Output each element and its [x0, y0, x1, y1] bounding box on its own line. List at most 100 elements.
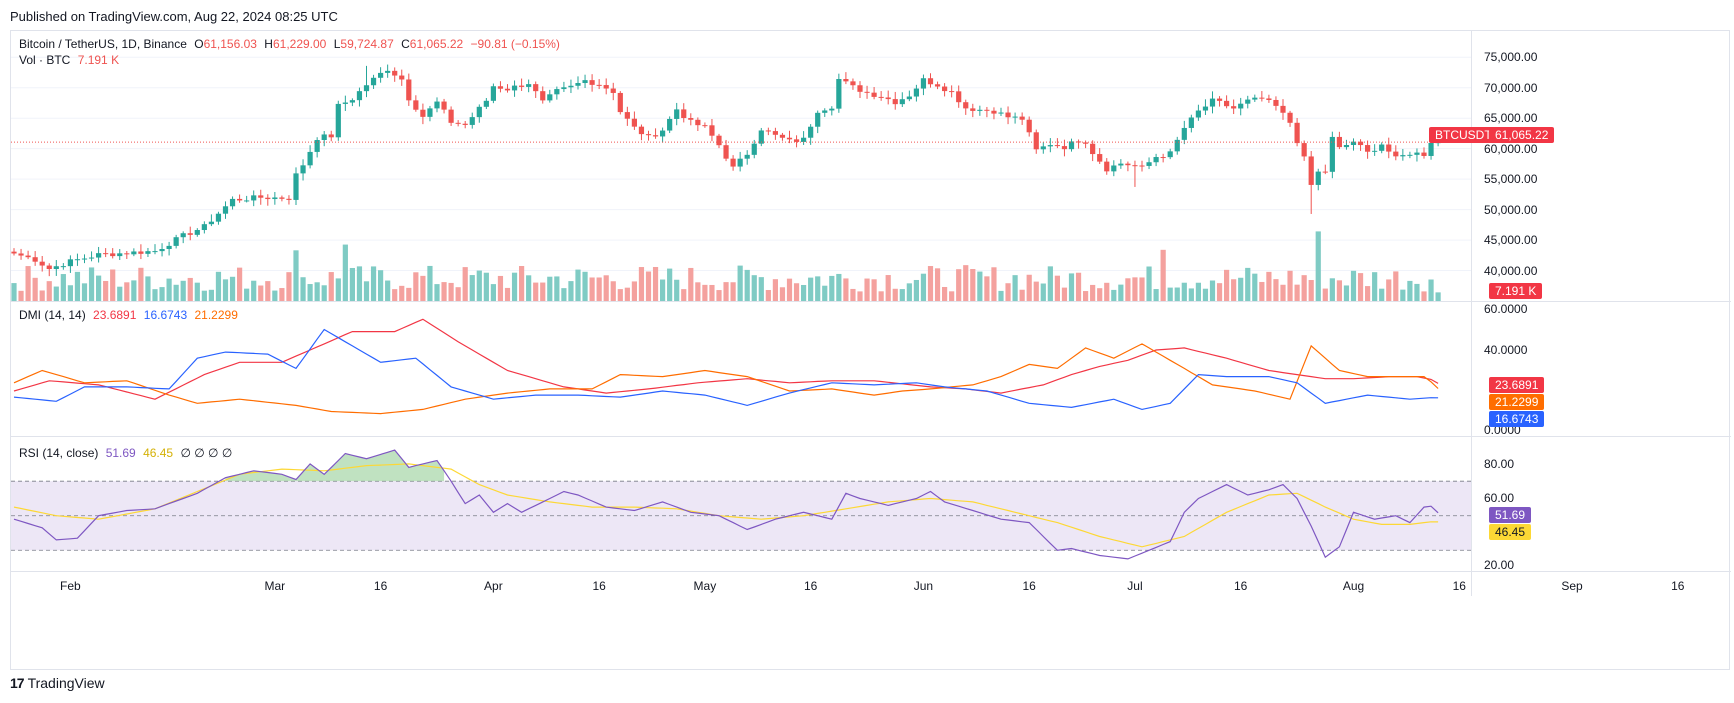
footer[interactable]: 17 TradingView — [10, 675, 105, 691]
volume-bar — [1407, 280, 1413, 301]
volume-bar — [300, 277, 306, 301]
volume-legend: Vol · BTC 7.191 K — [19, 53, 123, 67]
volume-bar — [927, 266, 934, 301]
candle-body — [730, 158, 736, 167]
candle-body — [1195, 110, 1201, 118]
volume-tag: 7.191 K — [1489, 283, 1543, 299]
candle-body — [1068, 141, 1075, 150]
candle-body — [173, 237, 179, 246]
volume-bar — [716, 290, 722, 301]
volume-bar — [1068, 273, 1075, 301]
candle-body — [638, 126, 645, 135]
candle-body — [1125, 163, 1131, 166]
candle-body — [829, 108, 835, 111]
volume-bar — [18, 290, 24, 301]
volume-bar — [215, 271, 222, 301]
candle-body — [631, 118, 637, 127]
candle-body — [568, 85, 574, 88]
chart-canvas[interactable] — [11, 31, 1731, 671]
volume-bar — [744, 269, 750, 301]
volume-bar — [596, 277, 602, 301]
volume-bar — [920, 273, 927, 301]
candle-body — [392, 70, 398, 76]
candle-body — [843, 79, 849, 82]
candle-body — [1357, 141, 1364, 146]
candle-body — [469, 117, 475, 125]
candle-body — [1301, 143, 1307, 157]
volume-bar — [1315, 231, 1321, 301]
price-tick: 75,000.00 — [1484, 50, 1538, 65]
dmi-label[interactable]: DMI (14, 14) — [19, 308, 86, 322]
time-tick: May — [693, 579, 717, 593]
dmi-legend: DMI (14, 14) 23.6891 16.6743 21.2299 — [19, 308, 242, 322]
volume-bar — [779, 287, 786, 301]
volume-bar — [540, 282, 546, 301]
candle-body — [1216, 98, 1223, 101]
candle-body — [864, 91, 870, 93]
rsi-ma-line — [13, 463, 1439, 548]
volume-bar — [963, 265, 969, 301]
volume-bar — [1061, 287, 1068, 301]
dmi-minus-tag: 16.6743 — [1489, 411, 1545, 427]
volume-bar — [1329, 278, 1335, 301]
candle-body — [1428, 143, 1434, 156]
volume-bar — [272, 290, 278, 301]
rsi-ma-tag: 46.45 — [1489, 524, 1532, 540]
volume-bar — [1188, 288, 1194, 301]
volume-bar — [554, 276, 560, 301]
volume-bar — [1273, 279, 1279, 301]
candle-body — [201, 224, 207, 231]
volume-bar — [420, 275, 426, 301]
candle-body — [667, 118, 673, 131]
volume-bar — [1118, 284, 1124, 301]
volume-bar — [1343, 285, 1350, 301]
candle-body — [265, 197, 271, 200]
candle-body — [1238, 103, 1244, 109]
volume-bar — [434, 284, 440, 301]
volume-bar — [1026, 274, 1032, 301]
chart-frame[interactable]: Bitcoin / TetherUS, 1D, Binance O61,156.… — [10, 30, 1731, 671]
candle-body — [1414, 152, 1420, 155]
volume-bar — [843, 278, 849, 301]
candle-body — [709, 125, 715, 136]
volume-bar — [399, 285, 405, 301]
candle-body — [1153, 157, 1159, 163]
candle-body — [554, 89, 560, 95]
volume-bar — [793, 283, 800, 301]
volume-bar — [1097, 288, 1103, 301]
change-value: −90.81 (−0.15%) — [470, 37, 560, 51]
volume-bar — [342, 244, 348, 301]
volume-bar — [173, 284, 179, 301]
volume-bar — [363, 281, 370, 301]
time-tick: 16 — [803, 579, 818, 593]
rsi-label[interactable]: RSI (14, close) — [19, 446, 99, 460]
rsi-tag: 51.69 — [1489, 507, 1532, 523]
volume-bar — [674, 279, 680, 301]
symbol-label[interactable]: Bitcoin / TetherUS, 1D, Binance — [19, 37, 187, 51]
volume-bar — [1160, 249, 1166, 301]
volume-bar — [942, 286, 948, 301]
volume-bar — [547, 276, 553, 301]
candle-body — [906, 96, 912, 100]
candle-body — [660, 130, 666, 137]
volume-bar — [631, 281, 637, 301]
candle-body — [1343, 145, 1350, 148]
volume-bar — [286, 272, 292, 301]
volume-bar — [808, 277, 814, 301]
volume-bar — [751, 275, 757, 301]
volume-bar — [1428, 279, 1434, 301]
volume-bar — [1090, 284, 1096, 301]
volume-bar — [822, 285, 828, 301]
candle-body — [46, 265, 52, 270]
volume-bar — [1019, 289, 1025, 301]
candle-body — [624, 112, 630, 119]
candle-body — [300, 165, 306, 174]
candle-body — [688, 118, 694, 120]
time-tick: 16 — [1671, 579, 1685, 593]
volume-bar — [293, 250, 299, 301]
candle-body — [998, 112, 1004, 114]
volume-bar — [998, 290, 1004, 301]
candle-body — [1054, 145, 1060, 147]
volume-label[interactable]: Vol · BTC — [19, 53, 71, 67]
open-value: 61,156.03 — [203, 37, 257, 51]
